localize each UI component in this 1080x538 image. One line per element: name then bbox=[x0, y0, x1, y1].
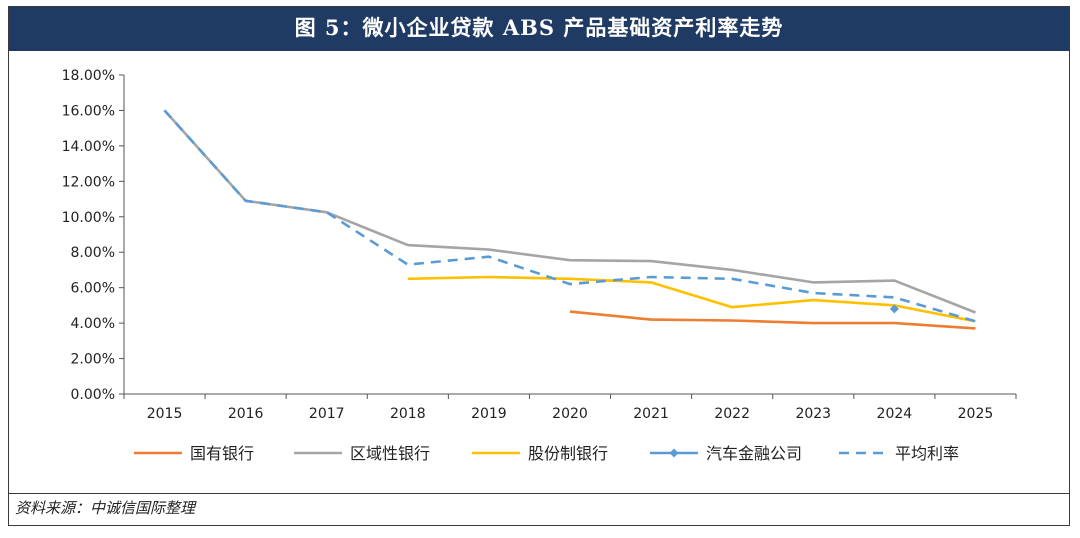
y-tick-label: 6.00% bbox=[71, 281, 115, 297]
x-tick-label: 2018 bbox=[390, 406, 426, 422]
chart-title: 图 5：微小企业贷款 ABS 产品基础资产利率走势 bbox=[9, 7, 1069, 49]
legend-label-4: 平均利率 bbox=[895, 444, 959, 463]
legend-label-2: 股份制银行 bbox=[528, 444, 608, 463]
legend-label-3: 汽车金融公司 bbox=[706, 444, 802, 463]
y-tick-label: 2.00% bbox=[71, 352, 115, 368]
x-tick-label: 2022 bbox=[714, 406, 750, 422]
legend-label-1: 区域性银行 bbox=[350, 444, 430, 463]
x-tick-label: 2016 bbox=[228, 406, 264, 422]
y-tick-label: 18.00% bbox=[62, 68, 115, 84]
series-line-1 bbox=[165, 110, 976, 312]
series-line-2 bbox=[408, 277, 976, 321]
y-tick-label: 8.00% bbox=[71, 245, 115, 261]
x-tick-label: 2023 bbox=[795, 406, 831, 422]
y-tick-label: 10.00% bbox=[62, 210, 115, 226]
series-line-0 bbox=[570, 312, 976, 329]
chart-area: 0.00% 2.00% 4.00% 6.00% 8.00% 10.00% 12.00% 14.… bbox=[9, 49, 1069, 494]
chart-frame: 图 5：微小企业贷款 ABS 产品基础资产利率走势 0.00% 2.00% 4.00… bbox=[8, 6, 1070, 526]
legend-label-0: 国有银行 bbox=[190, 444, 254, 463]
x-tick-label: 2020 bbox=[552, 406, 588, 422]
x-tick-label: 2015 bbox=[147, 406, 183, 422]
x-tick-label: 2019 bbox=[471, 406, 507, 422]
x-tick-label: 2021 bbox=[633, 406, 669, 422]
x-tick-label: 2017 bbox=[309, 406, 345, 422]
source-note: 资料来源：中诚信国际整理 bbox=[15, 497, 195, 518]
line-chart: 0.00% 2.00% 4.00% 6.00% 8.00% 10.00% 12.00% 14.… bbox=[9, 51, 1069, 494]
y-tick-label: 12.00% bbox=[62, 174, 115, 190]
x-tick-label: 2024 bbox=[877, 406, 913, 422]
legend-marker-3 bbox=[670, 449, 679, 458]
y-tick-label: 16.00% bbox=[62, 103, 115, 119]
y-tick-label: 14.00% bbox=[62, 139, 115, 155]
x-tick-label: 2025 bbox=[958, 406, 994, 422]
y-tick-label: 0.00% bbox=[71, 387, 115, 403]
y-tick-label: 4.00% bbox=[71, 316, 115, 332]
series-line-4 bbox=[165, 110, 976, 321]
